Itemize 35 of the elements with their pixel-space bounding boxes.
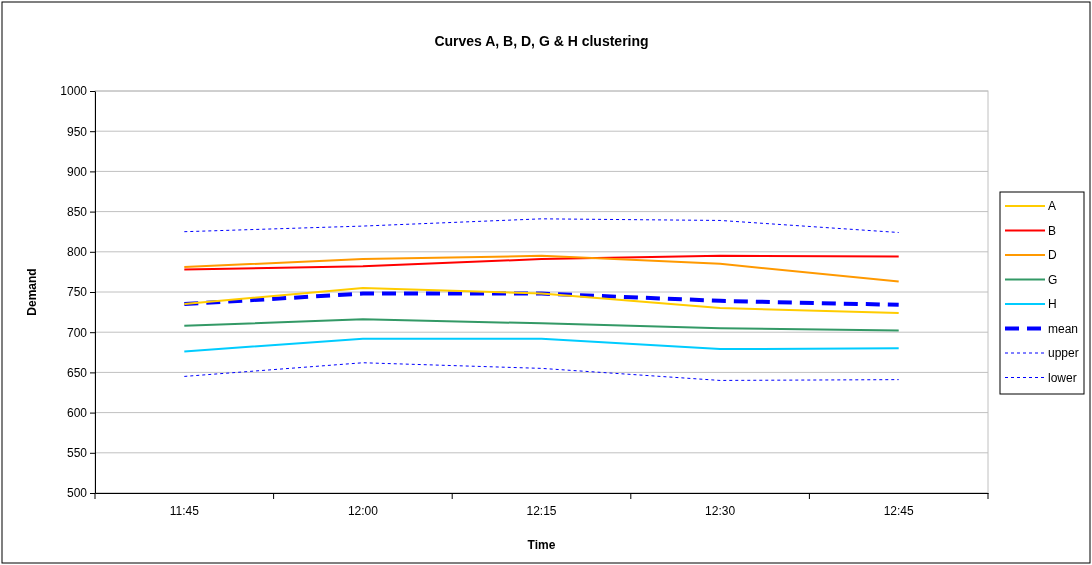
y-tick-label: 700 — [66, 325, 88, 340]
y-axis-title: Demand — [25, 268, 39, 316]
line-series — [182, 291, 901, 307]
y-tick-label: 650 — [66, 365, 88, 380]
legend-label: lower — [1048, 370, 1077, 385]
x-tick-label: 12:00 — [347, 504, 379, 519]
line-series — [183, 362, 900, 381]
x-tick-label: 12:45 — [883, 504, 915, 519]
legend-label: B — [1048, 223, 1057, 238]
legend-label: upper — [1048, 346, 1079, 360]
x-axis-title: Time — [527, 538, 556, 552]
y-tick-label: 800 — [66, 245, 88, 260]
y-tick-label: 1000 — [60, 84, 88, 99]
legend-label: D — [1048, 248, 1057, 262]
y-tick-label: 750 — [66, 285, 88, 300]
y-tick-label: 500 — [66, 486, 88, 501]
y-tick-label: 600 — [66, 405, 88, 420]
legend-label: G — [1048, 272, 1058, 287]
line-series — [183, 254, 900, 283]
line-series — [183, 318, 900, 332]
x-tick-label: 12:30 — [705, 504, 736, 519]
line-series — [183, 286, 900, 314]
y-tick-label: 950 — [66, 124, 88, 139]
chart-title: Curves A, B, D, G & H clustering — [434, 33, 649, 49]
y-tick-label: 850 — [66, 204, 88, 219]
legend-label: A — [1048, 199, 1057, 213]
legend-label: mean — [1048, 321, 1079, 336]
y-tick-label: 550 — [66, 446, 88, 461]
x-tick-label: 12:15 — [526, 504, 557, 519]
line-series — [183, 254, 900, 271]
legend-label: H — [1048, 297, 1057, 311]
line-series — [183, 218, 900, 233]
x-tick-label: 11:45 — [169, 504, 200, 519]
line-series — [183, 337, 900, 353]
y-tick-label: 900 — [66, 164, 88, 179]
